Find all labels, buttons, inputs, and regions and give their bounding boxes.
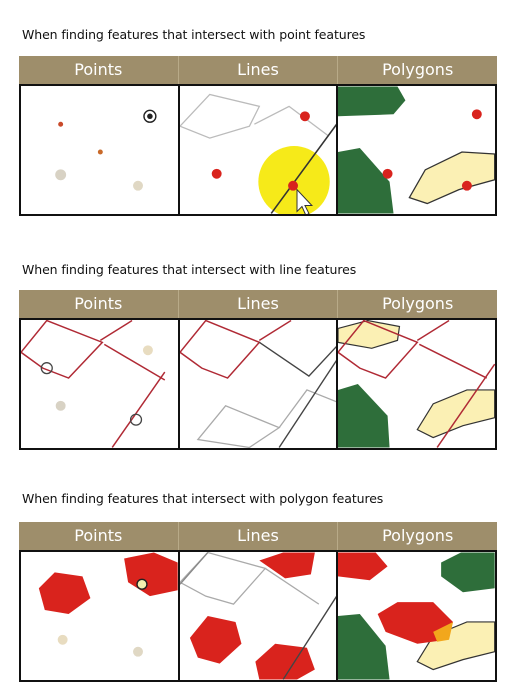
panel-row — [19, 318, 497, 450]
column-header-lines: Lines — [179, 290, 339, 318]
selected-point — [462, 180, 473, 191]
unselected-line — [264, 567, 319, 605]
unselected-polygon — [338, 384, 390, 448]
polygons-diagram — [338, 86, 496, 214]
panel-points — [21, 552, 180, 680]
unselected-point — [142, 345, 153, 356]
unselected-point — [55, 169, 67, 181]
target-line — [436, 363, 496, 448]
unselected-polygon — [338, 148, 394, 214]
selected-point — [97, 149, 103, 155]
selected-point-ring — [129, 413, 143, 426]
unselected-point — [57, 634, 68, 645]
column-header-polygons: Polygons — [382, 294, 454, 313]
column-header-points: Points — [19, 290, 179, 318]
panel-points — [21, 86, 180, 214]
selected-line — [270, 123, 337, 214]
column-header-lines: Lines — [179, 522, 339, 550]
polygons-diagram — [338, 552, 496, 680]
unselected-line — [278, 389, 337, 429]
mouse-pointer-icon — [296, 188, 313, 214]
highlight-circle — [258, 146, 330, 214]
panel-row — [19, 84, 497, 216]
target-polygon — [38, 572, 91, 615]
target-point — [299, 111, 310, 122]
target-point — [472, 109, 483, 120]
selected-point — [58, 121, 64, 127]
target-line — [338, 320, 419, 379]
selected-polygon — [416, 389, 496, 439]
unselected-point — [55, 400, 66, 411]
selected-point-ring — [40, 362, 53, 375]
lines-diagram — [179, 552, 337, 680]
unselected-line — [196, 405, 281, 448]
panel-polygons — [338, 552, 496, 680]
target-line — [21, 320, 104, 379]
target-point — [147, 113, 153, 120]
panel-lines — [179, 320, 339, 448]
lines-diagram — [179, 320, 337, 448]
polygons-diagram — [338, 320, 496, 448]
selected-line — [179, 552, 208, 585]
target-point-ring — [143, 109, 157, 123]
target-line — [103, 343, 166, 381]
target-line — [258, 320, 292, 342]
panel-polygons — [338, 86, 496, 214]
panel-lines — [179, 552, 339, 680]
unselected-point — [133, 646, 143, 657]
selected-point — [136, 578, 148, 590]
target-point — [211, 168, 222, 179]
lines-diagram — [179, 93, 337, 214]
selected-line — [258, 341, 337, 377]
unselected-polygon — [441, 552, 496, 593]
selected-polygon — [338, 320, 401, 349]
column-header-points: Points — [19, 56, 179, 84]
column-header-points: Points — [19, 522, 179, 550]
selected-point — [287, 180, 298, 191]
selected-line — [278, 359, 337, 448]
target-point — [382, 168, 393, 179]
target-polygon — [189, 616, 242, 664]
unselected-point — [133, 180, 143, 191]
column-header-bar: Points Lines Polygons — [19, 56, 497, 84]
column-header-polygons: Polygons — [382, 526, 454, 545]
target-line — [417, 320, 450, 342]
panel-row — [19, 550, 497, 682]
target-line — [419, 343, 488, 379]
panel-points — [21, 320, 180, 448]
points-diagram — [55, 109, 157, 191]
target-polygon — [258, 552, 315, 579]
points-diagram — [21, 320, 166, 448]
target-line — [111, 371, 166, 448]
target-line — [99, 320, 133, 342]
section-title: When finding features that intersect wit… — [22, 491, 384, 506]
section-title: When finding features that intersect wit… — [22, 27, 366, 42]
target-line — [179, 320, 261, 379]
target-polygon — [338, 552, 388, 581]
column-header-bar: Points Lines Polygons — [19, 290, 497, 318]
target-polygon — [124, 552, 178, 597]
unselected-polygon — [338, 86, 406, 117]
unselected-polygon — [338, 614, 390, 680]
section-title: When finding features that intersect wit… — [22, 262, 357, 277]
panel-polygons — [338, 320, 496, 448]
line-feature — [253, 105, 329, 137]
column-header-polygons: Polygons — [382, 60, 454, 79]
target-polygon — [255, 643, 315, 680]
column-header-bar: Points Lines Polygons — [19, 522, 497, 550]
selected-line — [282, 595, 337, 680]
column-header-lines: Lines — [179, 56, 339, 84]
overlap-area — [433, 621, 454, 642]
line-feature — [179, 93, 260, 139]
unselected-line — [179, 552, 267, 605]
points-diagram — [38, 552, 178, 657]
panel-lines — [179, 86, 339, 214]
selected-polygon — [408, 151, 496, 205]
